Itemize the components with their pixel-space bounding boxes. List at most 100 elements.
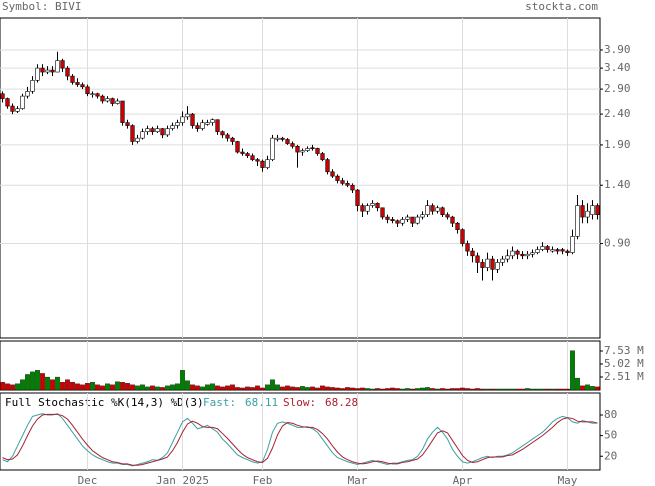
- volume-bar: [130, 384, 135, 391]
- volume-bar: [540, 388, 545, 391]
- candle-body: [545, 246, 550, 250]
- volume-bar: [575, 377, 580, 391]
- legend-name: Fast:: [203, 396, 236, 409]
- volume-bar: [235, 387, 240, 391]
- site: stockta.com: [525, 0, 598, 13]
- candle-body: [10, 105, 15, 112]
- volume-bar: [120, 382, 125, 391]
- volume-bar: [545, 388, 550, 391]
- candle-body: [30, 80, 35, 92]
- volume-bar: [225, 385, 230, 391]
- volume-bar: [5, 383, 10, 391]
- volume-bar: [210, 383, 215, 391]
- volume-bar: [430, 388, 435, 391]
- candle-body: [165, 128, 170, 136]
- candle-body: [280, 137, 285, 140]
- volume-bar: [405, 388, 410, 391]
- volume-bar: [410, 388, 415, 391]
- volume-panel: [0, 340, 601, 391]
- legend-value: 68.11: [245, 396, 278, 409]
- volume-bar: [60, 382, 65, 391]
- y-tick-label: 2.90: [604, 82, 631, 95]
- candle-body: [145, 128, 150, 133]
- candle-body: [250, 155, 255, 160]
- candle-body: [210, 119, 215, 123]
- volume-bar: [165, 385, 170, 391]
- candle-body: [180, 116, 185, 123]
- candle-body: [425, 205, 430, 215]
- candle-body: [520, 253, 525, 257]
- x-tick-label: Apr: [453, 474, 473, 486]
- candle-body: [490, 258, 495, 270]
- candle-body: [60, 60, 65, 69]
- volume-bar: [305, 387, 310, 391]
- volume-bar: [325, 386, 330, 391]
- volume-bar: [350, 387, 355, 391]
- x-tick-label: May: [558, 474, 578, 486]
- candle-body: [275, 137, 280, 140]
- volume-bar: [155, 386, 160, 391]
- volume-bar: [415, 388, 420, 391]
- candle-body: [335, 175, 340, 181]
- volume-bar: [445, 388, 450, 391]
- volume-bar: [425, 387, 430, 391]
- volume-bar: [290, 386, 295, 391]
- volume-bar: [595, 386, 600, 391]
- candle-body: [40, 67, 45, 73]
- volume-bar: [535, 388, 540, 391]
- candle-body: [570, 236, 575, 253]
- candle-body: [160, 128, 165, 136]
- candle-body: [305, 148, 310, 151]
- candle-body: [340, 180, 345, 184]
- candle-body: [130, 125, 135, 142]
- volume-bar: [480, 388, 485, 391]
- candle-body: [75, 82, 80, 85]
- candle-body: [175, 122, 180, 126]
- y-tick-label: 1.90: [604, 138, 631, 151]
- candle-body: [140, 131, 145, 139]
- volume-bar: [35, 370, 40, 391]
- candle-body: [20, 95, 25, 109]
- volume-bar: [115, 381, 120, 391]
- volume-bar: [70, 382, 75, 391]
- candle-body: [400, 219, 405, 224]
- candle-body: [35, 67, 40, 81]
- volume-bar: [320, 385, 325, 391]
- candle-body: [435, 207, 440, 212]
- candle-body: [205, 122, 210, 125]
- volume-bar: [160, 387, 165, 391]
- candle-body: [470, 250, 475, 257]
- volume-bar: [80, 384, 85, 391]
- candle-body: [240, 151, 245, 154]
- candle-body: [345, 183, 350, 186]
- x-tick-label: Dec: [78, 474, 98, 486]
- candle-body: [540, 246, 545, 250]
- volume-bar: [275, 384, 280, 391]
- candle-body: [585, 210, 590, 218]
- candle-body: [465, 243, 470, 252]
- volume-bar: [270, 379, 275, 391]
- volume-bar: [330, 387, 335, 391]
- volume-bar: [150, 385, 155, 391]
- volume-bar: [10, 384, 15, 391]
- candle-body: [375, 203, 380, 209]
- x-tick-label: Jan 2025: [156, 474, 209, 486]
- candle-body: [15, 108, 20, 112]
- candle-body: [170, 125, 175, 129]
- candle-body: [315, 148, 320, 154]
- volume-bar: [300, 386, 305, 391]
- candle-body: [420, 214, 425, 218]
- volume-bar: [125, 383, 130, 391]
- volume-bar: [295, 387, 300, 391]
- volume-bar: [25, 374, 30, 391]
- volume-bar: [310, 386, 315, 391]
- candle-body: [505, 255, 510, 260]
- candle-body: [320, 153, 325, 160]
- volume-bar: [375, 388, 380, 391]
- volume-bar: [220, 386, 225, 391]
- candle-body: [380, 207, 385, 218]
- candle-body: [370, 203, 375, 206]
- volume-bar: [360, 387, 365, 391]
- volume-bar: [560, 388, 565, 391]
- volume-bar: [465, 388, 470, 391]
